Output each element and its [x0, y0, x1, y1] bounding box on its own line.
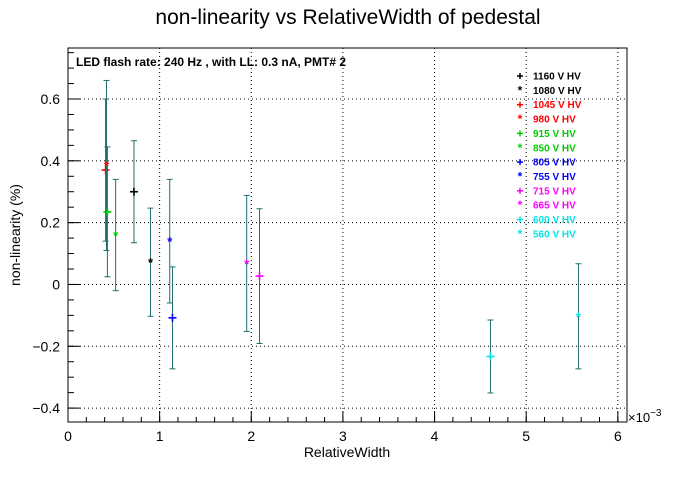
ticks-layer: 0 1 2 3 4 5 6 −0.4 −0.2 0 0.2 0.4 0.6	[32, 52, 622, 444]
x-tick-label: 0	[64, 428, 72, 444]
y-tick-label: 0.6	[41, 91, 61, 107]
legend-label: 1160 V HV	[533, 72, 581, 83]
legend-label: 665 V HV	[533, 201, 576, 212]
chart-title: non-linearity vs RelativeWidth of pedest…	[155, 6, 540, 29]
marker-star: *	[244, 256, 250, 271]
legend-item: * 665 V HV	[518, 198, 576, 212]
data-point	[486, 319, 495, 394]
legend-label: 560 V HV	[533, 229, 576, 240]
legend-marker-star: *	[518, 83, 523, 97]
legend-item: * 850 V HV	[518, 141, 576, 155]
legend-label: 980 V HV	[533, 115, 576, 126]
marker-star: *	[576, 309, 582, 324]
data-point	[101, 98, 110, 242]
x-tick-label: 1	[156, 428, 164, 444]
x-multiplier-base: ×10	[628, 410, 650, 425]
annotation-text: LED flash rate: 240 Hz , with LL: 0.3 nA…	[76, 55, 346, 69]
marker-star: *	[113, 228, 119, 243]
legend-item: 1045 V HV	[517, 100, 582, 111]
legend-marker-star: *	[518, 227, 523, 241]
y-axis-label: non-linearity (%)	[7, 184, 23, 286]
legend-label: 1045 V HV	[533, 100, 582, 111]
legend-marker-star: *	[518, 169, 523, 183]
legend-item: 1160 V HV	[517, 72, 581, 83]
data-point	[168, 266, 177, 370]
data-point	[129, 140, 138, 244]
legend-item: * 980 V HV	[518, 112, 576, 126]
data-point: *	[103, 79, 110, 251]
x-tick-label: 2	[247, 428, 255, 444]
legend-label: 1080 V HV	[533, 86, 582, 97]
data-layer: *** ***	[101, 79, 582, 394]
marker-star: *	[167, 234, 173, 249]
data-point	[103, 146, 112, 278]
legend-item: 600 V HV	[517, 215, 576, 226]
x-multiplier-exp: −3	[650, 408, 662, 419]
data-point	[255, 208, 264, 344]
x-tick-label: 6	[614, 428, 622, 444]
y-tick-label: 0.4	[41, 153, 61, 169]
legend-marker-star: *	[518, 141, 523, 155]
y-tick-label: 0	[52, 276, 60, 292]
legend-item: * 755 V HV	[518, 169, 576, 183]
y-tick-label: 0.2	[41, 215, 61, 231]
legend-item: 805 V HV	[517, 158, 576, 169]
legend: 1160 V HV * 1080 V HV 1045 V HV * 980 V HV 915…	[517, 72, 582, 241]
legend-marker-star: *	[518, 112, 523, 126]
legend-label: 600 V HV	[533, 215, 576, 226]
data-point: *	[166, 178, 173, 304]
y-tick-label: −0.4	[32, 400, 60, 416]
plot-frame	[67, 47, 628, 423]
legend-marker-star: *	[518, 198, 523, 212]
legend-item: * 1080 V HV	[518, 83, 582, 97]
legend-label: 805 V HV	[533, 158, 576, 169]
data-point: *	[147, 207, 154, 317]
legend-item: * 560 V HV	[518, 227, 576, 241]
legend-label: 715 V HV	[533, 186, 576, 197]
legend-item: 715 V HV	[517, 186, 576, 197]
x-tick-label: 4	[431, 428, 439, 444]
legend-label: 850 V HV	[533, 143, 576, 154]
legend-item: 915 V HV	[517, 129, 576, 140]
legend-label: 915 V HV	[533, 129, 576, 140]
data-point: *	[112, 178, 119, 292]
x-axis-label: RelativeWidth	[304, 444, 390, 460]
y-tick-label: −0.2	[32, 338, 60, 354]
marker-star: *	[148, 255, 154, 270]
data-point: *	[243, 194, 250, 332]
x-tick-label: 3	[339, 428, 347, 444]
data-point: *	[575, 263, 582, 370]
x-tick-label: 5	[522, 428, 530, 444]
legend-label: 755 V HV	[533, 172, 576, 183]
x-axis-multiplier: ×10−3	[628, 408, 662, 425]
